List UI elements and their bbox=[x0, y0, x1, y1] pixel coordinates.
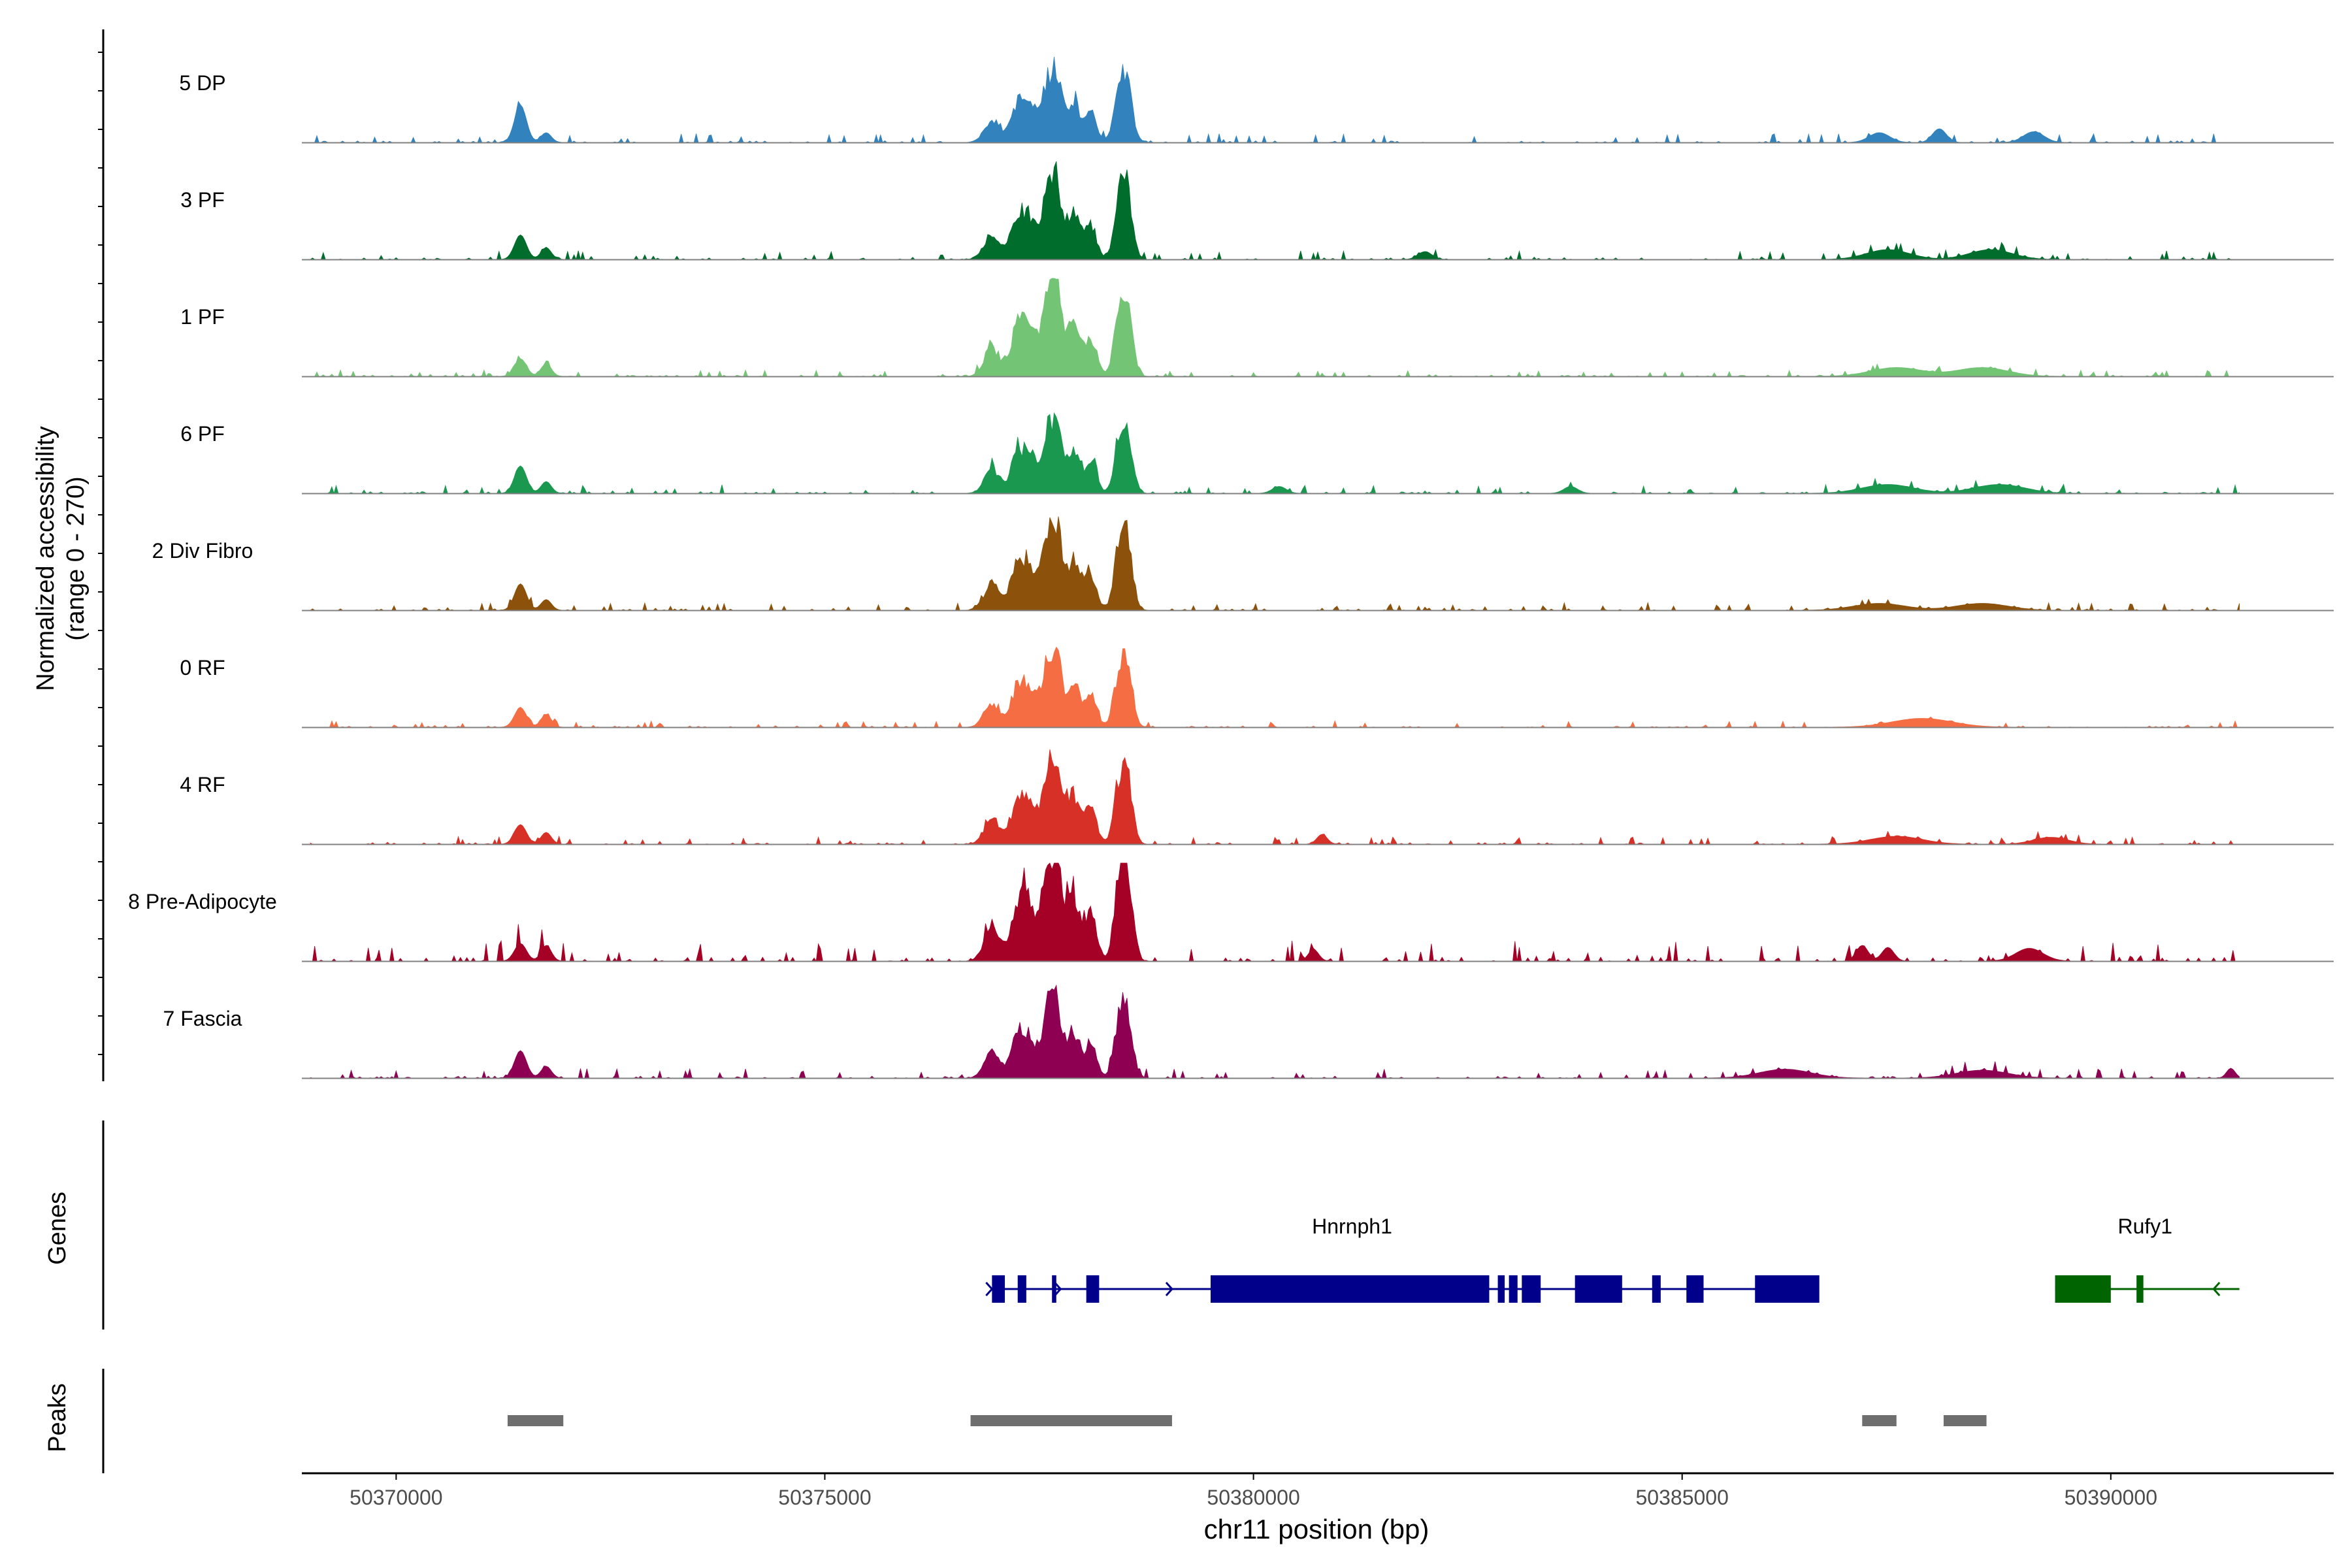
x-tick-label: 50380000 bbox=[1207, 1486, 1299, 1509]
coverage-area bbox=[310, 646, 2240, 728]
gene-exon bbox=[1497, 1275, 1505, 1303]
y-axes bbox=[98, 29, 105, 1473]
y-axis-label-line2: (range 0 - 270) bbox=[62, 476, 90, 640]
track-2-div-fibro: 2 Div Fibro bbox=[152, 516, 2334, 612]
coverage-area bbox=[309, 516, 2240, 611]
track-label: 0 RF bbox=[180, 656, 225, 679]
gene-annotation-panel: Hnrnph1 Rufy1 bbox=[985, 1215, 2240, 1303]
coverage-area bbox=[310, 278, 2240, 377]
gene-exon bbox=[1652, 1275, 1661, 1303]
coverage-area bbox=[310, 412, 2240, 495]
x-tick-label: 50375000 bbox=[778, 1486, 871, 1509]
coverage-area bbox=[310, 984, 2240, 1079]
track-3-pf: 3 PF bbox=[180, 161, 2334, 261]
track-1-pf: 1 PF bbox=[180, 278, 2334, 378]
gene-rufy1: Rufy1 bbox=[2055, 1215, 2240, 1303]
gene-exon bbox=[1509, 1275, 1518, 1303]
peak-region bbox=[970, 1415, 1172, 1426]
coverage-area bbox=[309, 161, 2240, 261]
coverage-area bbox=[310, 749, 2240, 845]
track-label: 1 PF bbox=[180, 305, 225, 329]
track-4-rf: 4 RF bbox=[180, 749, 2334, 845]
peaks-panel bbox=[507, 1415, 1987, 1426]
gene-exon bbox=[2055, 1275, 2111, 1303]
track-7-fascia: 7 Fascia bbox=[163, 984, 2334, 1079]
peak-region bbox=[1862, 1415, 1897, 1426]
gene-exon bbox=[1575, 1275, 1622, 1303]
x-tick-label: 50370000 bbox=[350, 1486, 442, 1509]
track-label: 7 Fascia bbox=[163, 1007, 242, 1030]
track-label: 6 PF bbox=[180, 422, 225, 446]
gene-exon bbox=[1210, 1275, 1490, 1303]
track-label: 8 Pre-Adipocyte bbox=[128, 890, 277, 913]
track-8-pre-adipocyte: 8 Pre-Adipocyte bbox=[128, 862, 2334, 962]
gene-exon bbox=[992, 1275, 1005, 1303]
strand-arrow bbox=[1054, 1281, 1062, 1297]
gene-exon bbox=[1052, 1275, 1056, 1303]
x-tick-label: 50385000 bbox=[1636, 1486, 1729, 1509]
gene-exon bbox=[1755, 1275, 1820, 1303]
x-axis-title: chr11 position (bp) bbox=[1204, 1514, 1429, 1544]
coverage-area bbox=[310, 862, 2240, 962]
peak-region bbox=[507, 1415, 564, 1426]
gene-exon bbox=[1017, 1275, 1026, 1303]
strand-arrow bbox=[1165, 1281, 1173, 1297]
strand-arrow bbox=[985, 1281, 994, 1297]
peak-region bbox=[1943, 1415, 1987, 1426]
peaks-panel-label: Peaks bbox=[44, 1383, 71, 1452]
gene-label: Rufy1 bbox=[2118, 1215, 2173, 1238]
coverage-tracks: 5 DP 3 PF 1 PF 6 PF 2 Div Fibro 0 RF 4 RF 8 Pre… bbox=[128, 56, 2334, 1079]
track-label: 5 DP bbox=[179, 71, 225, 95]
y-axis-label-line1: Normalized accessibility bbox=[32, 426, 59, 691]
track-label: 2 Div Fibro bbox=[152, 539, 253, 563]
gene-exon bbox=[1086, 1275, 1100, 1303]
strand-arrow bbox=[2212, 1281, 2221, 1297]
gene-label: Hnrnph1 bbox=[1312, 1215, 1392, 1238]
track-6-pf: 6 PF bbox=[180, 412, 2334, 495]
genes-panel-label: Genes bbox=[44, 1192, 71, 1265]
gene-exon bbox=[1522, 1275, 1541, 1303]
track-label: 3 PF bbox=[180, 188, 225, 212]
track-0-rf: 0 RF bbox=[180, 646, 2334, 728]
gene-hnrnph1: Hnrnph1 bbox=[985, 1215, 1820, 1303]
gene-exon bbox=[1686, 1275, 1704, 1303]
x-tick-label: 50390000 bbox=[2065, 1486, 2157, 1509]
coverage-area bbox=[310, 56, 2240, 144]
track-5-dp: 5 DP bbox=[179, 56, 2334, 144]
gene-exon bbox=[2136, 1275, 2144, 1303]
x-axis: 50370000 50375000 50380000 50385000 50390000 bbox=[302, 1472, 2334, 1509]
track-label: 4 RF bbox=[180, 773, 225, 796]
